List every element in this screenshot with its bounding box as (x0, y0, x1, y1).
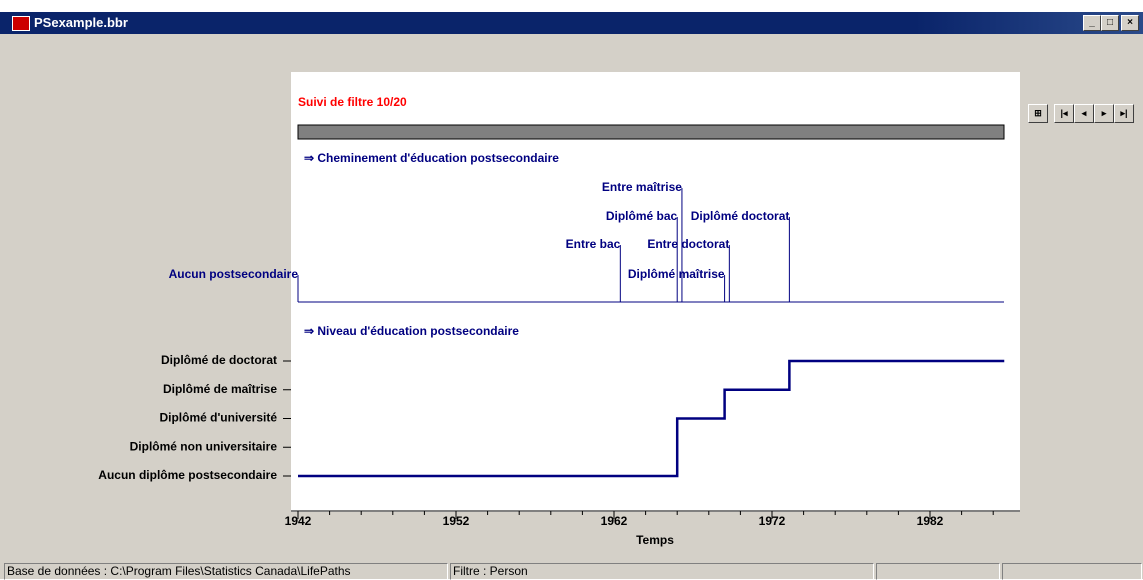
event-label: Diplômé bac (606, 209, 678, 223)
event-label: Entre maîtrise (602, 180, 682, 194)
minimize-button[interactable]: _ (1083, 15, 1101, 31)
event-label: Diplômé doctorat (691, 209, 790, 223)
level-step-line (298, 359, 1005, 478)
last-button[interactable]: ▸| (1114, 104, 1134, 123)
x-tick-label: 1982 (917, 514, 944, 528)
title-bar: PSexample.bbr _ □ × (0, 12, 1143, 34)
y-tick-label: Aucun diplôme postsecondaire (98, 468, 277, 482)
section-title: ⇒ Cheminement d'éducation postsecondaire (304, 151, 559, 165)
section-title: ⇒ Niveau d'éducation postsecondaire (304, 324, 519, 338)
chart-panel (291, 72, 1020, 512)
event-label: Entre bac (566, 237, 621, 251)
maximize-button[interactable]: □ (1101, 15, 1119, 31)
y-tick-label: Diplômé de doctorat (161, 353, 277, 367)
zoom-button[interactable]: ⊞ (1028, 104, 1048, 123)
x-tick-label: 1962 (601, 514, 628, 528)
y-tick-label: Diplômé d'université (159, 411, 277, 425)
event-label: Aucun postsecondaire (169, 267, 299, 281)
chart-title: Suivi de filtre 10/20 (298, 95, 407, 109)
close-button[interactable]: × (1121, 15, 1139, 31)
prev-button[interactable]: ◂ (1074, 104, 1094, 123)
window-title: PSexample.bbr (34, 15, 128, 30)
next-button[interactable]: ▸ (1094, 104, 1114, 123)
event-label: Entre doctorat (647, 237, 729, 251)
progress-bar (297, 124, 1005, 140)
x-tick-label: 1942 (285, 514, 312, 528)
event-label: Diplômé maîtrise (628, 267, 725, 281)
y-tick-label: Diplômé de maîtrise (163, 382, 277, 396)
y-tick-label: Diplômé non universitaire (130, 439, 278, 453)
app-icon (12, 16, 30, 31)
x-axis-label: Temps (636, 533, 674, 547)
x-tick-label: 1972 (759, 514, 786, 528)
x-tick-label: 1952 (443, 514, 470, 528)
first-button[interactable]: |◂ (1054, 104, 1074, 123)
